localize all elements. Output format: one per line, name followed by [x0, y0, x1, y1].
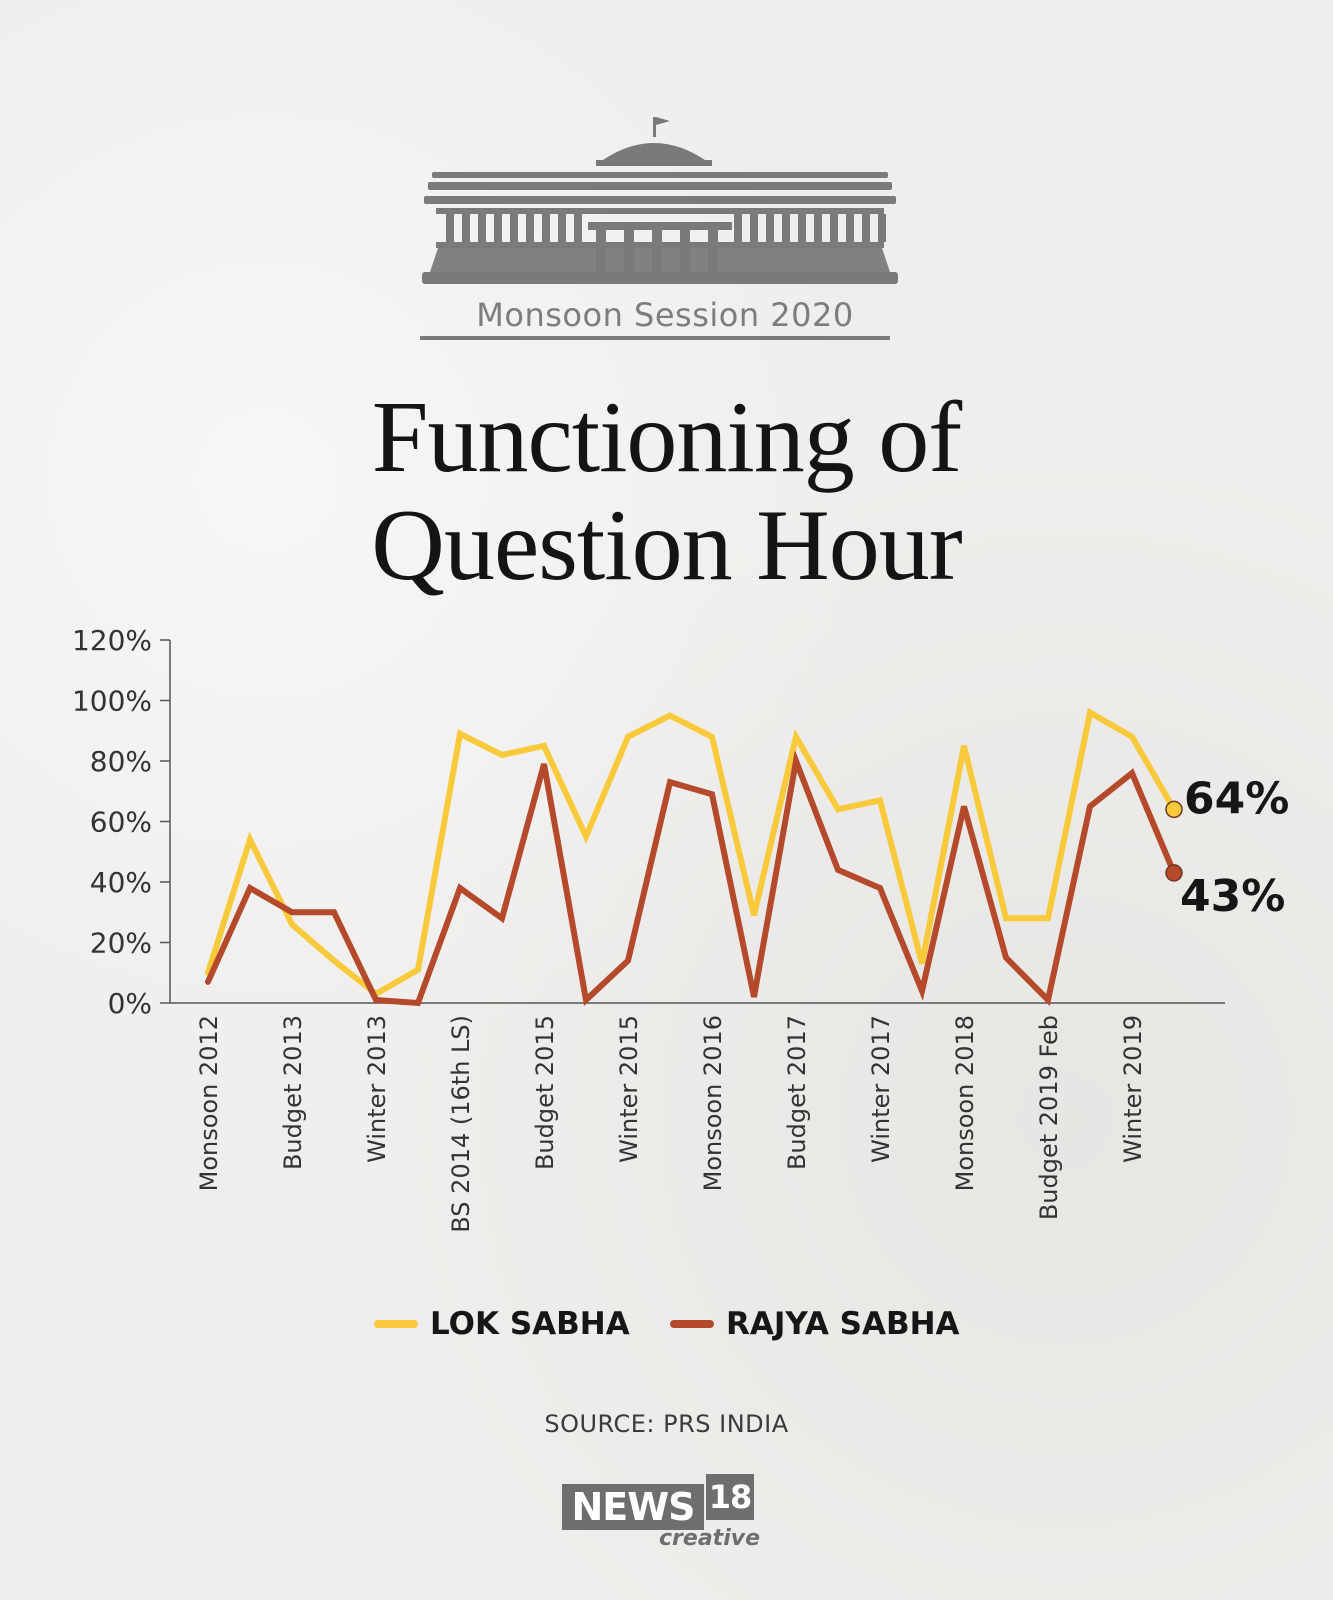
- data-point-lok-sabha: [1165, 800, 1183, 819]
- logo-news-text: NEWS: [562, 1484, 704, 1530]
- y-axis: 0% 20% 40% 60% 80% 100% 120%: [72, 624, 171, 1020]
- x-tick-label: Monsoon 2016: [699, 1015, 727, 1191]
- y-tick-label: 20%: [90, 927, 152, 960]
- series: 64% 43%: [205, 707, 1289, 1007]
- logo-creative-text: creative: [659, 1526, 760, 1551]
- x-axis: Monsoon 2012 Budget 2013 Winter 2013 BS 201…: [170, 1002, 1225, 1233]
- parliament-building-icon: [420, 117, 898, 340]
- x-tick-label: BS 2014 (16th LS): [447, 1015, 475, 1233]
- y-tick-label: 0%: [108, 987, 152, 1020]
- legend: LOK SABHA RAJYA SABHA: [0, 1306, 1333, 1346]
- legend-item-rajya-sabha: RAJYA SABHA: [670, 1306, 960, 1342]
- page-title: Functioning of Question Hour: [0, 384, 1333, 600]
- legend-label-lok-sabha: LOK SABHA: [430, 1306, 630, 1342]
- legend-swatch-rajya-sabha: [670, 1320, 714, 1328]
- legend-label-rajya-sabha: RAJYA SABHA: [726, 1306, 960, 1342]
- title-line-2: Question Hour: [371, 489, 962, 602]
- x-tick-label: Monsoon 2012: [195, 1015, 223, 1191]
- end-label-lok-sabha: 64%: [1184, 773, 1289, 824]
- data-point-rajya-sabha: [1165, 864, 1183, 882]
- x-tick-label: Budget 2015: [531, 1015, 559, 1170]
- end-label-rajya-sabha: 43%: [1180, 871, 1285, 922]
- y-tick-label: 120%: [72, 624, 152, 657]
- x-tick-label: Budget 2017: [783, 1015, 811, 1170]
- x-tick-label: Winter 2019: [1119, 1015, 1147, 1163]
- logo-number-text: 18: [706, 1474, 754, 1520]
- y-tick-label: 40%: [90, 866, 152, 899]
- x-tick-label: Winter 2015: [615, 1015, 643, 1163]
- y-tick-label: 80%: [90, 745, 152, 778]
- line-chart: 0% 20% 40% 60% 80% 100% 120% Monsoon 2012 Budge…: [72, 624, 1289, 1233]
- legend-swatch-lok-sabha: [374, 1320, 418, 1328]
- x-tick-label: Winter 2013: [363, 1015, 391, 1163]
- parliament-badge: Monsoon Session 2020: [420, 112, 910, 352]
- y-tick-label: 100%: [72, 685, 152, 718]
- title-line-1: Functioning of: [371, 381, 962, 494]
- x-tick-label: Budget 2013: [279, 1015, 307, 1170]
- x-tick-label: Monsoon 2018: [951, 1015, 979, 1191]
- x-tick-label: Budget 2019 Feb: [1035, 1015, 1063, 1220]
- badge-title: Monsoon Session 2020: [476, 296, 854, 334]
- x-tick-label: Winter 2017: [867, 1015, 895, 1163]
- legend-item-lok-sabha: LOK SABHA: [374, 1306, 630, 1342]
- series-line-rajya-sabha: [205, 749, 1177, 1007]
- y-tick-label: 60%: [90, 806, 152, 839]
- source-note: SOURCE: PRS INDIA: [544, 1410, 789, 1438]
